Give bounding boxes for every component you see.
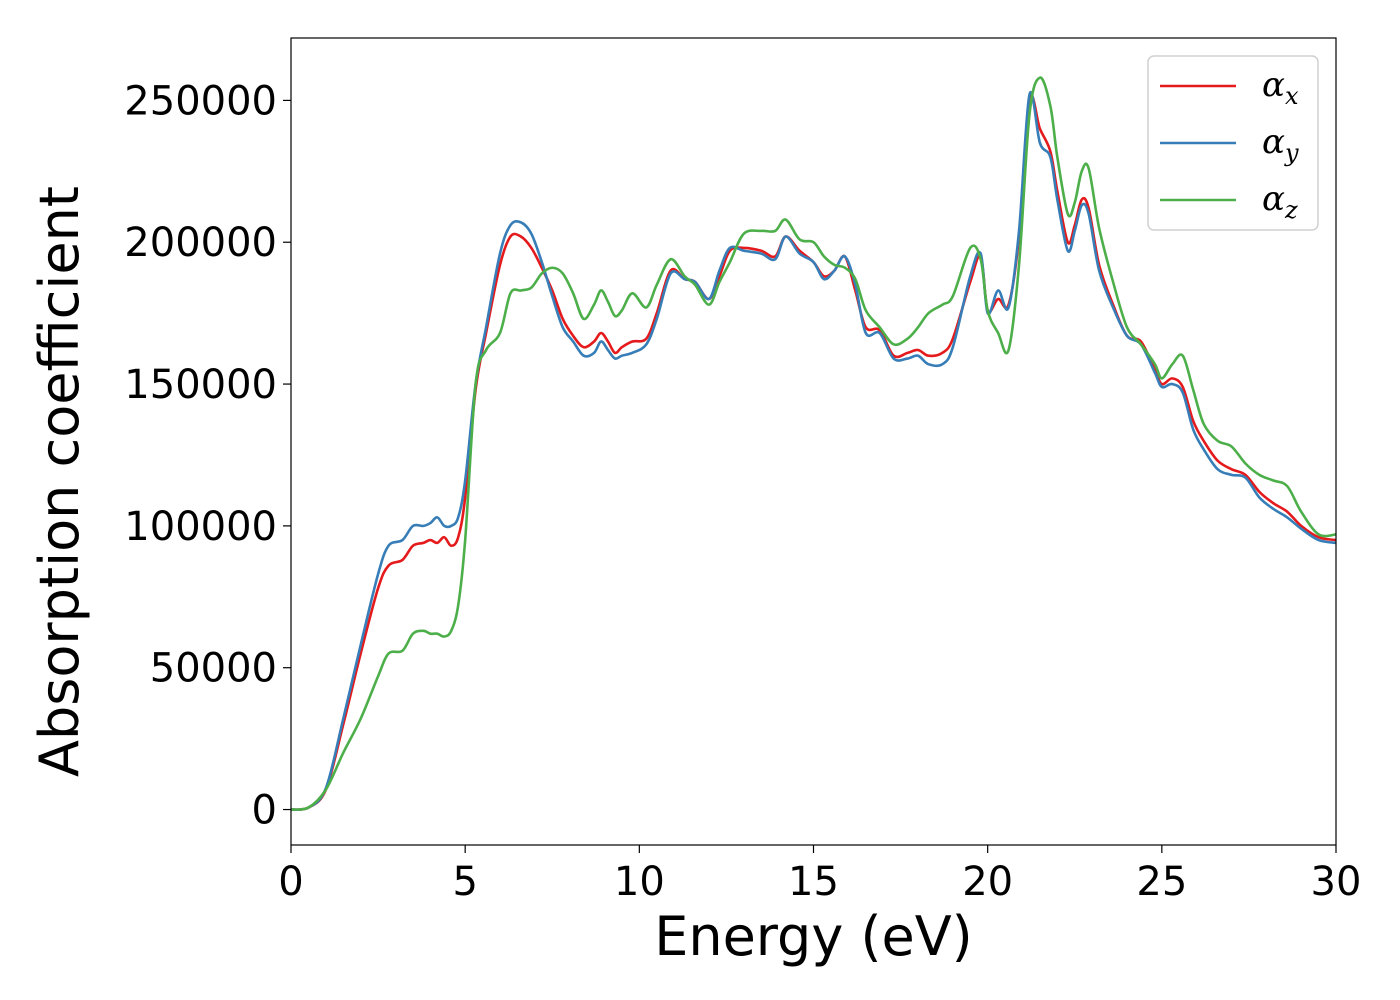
legend-label-x: αx	[1262, 65, 1299, 110]
y-tick-label: 200000	[124, 220, 277, 266]
x-tick-label: 20	[962, 859, 1013, 905]
legend: αx αy αz	[1147, 55, 1319, 231]
x-tick-label: 5	[452, 859, 477, 905]
y-tick-label: 150000	[124, 362, 277, 408]
y-tick-label: 100000	[124, 504, 277, 550]
x-tick-label: 10	[614, 859, 665, 905]
legend-label-y: αy	[1262, 122, 1299, 167]
y-tick-label: 50000	[150, 646, 277, 692]
legend-label-z: αz	[1262, 179, 1298, 224]
x-tick-label: 15	[788, 859, 839, 905]
x-axis-ticks: 0 5 10 15 20 25 30	[278, 845, 1361, 905]
x-tick-label: 0	[278, 859, 303, 905]
x-axis-title: Energy (eV)	[654, 905, 973, 968]
series-lines	[291, 76, 1336, 812]
y-tick-label: 0	[252, 788, 277, 834]
series-line-z	[291, 76, 1336, 811]
y-axis-ticks: 0 50000 100000 150000 200000 250000	[124, 78, 291, 834]
x-tick-label: 25	[1136, 859, 1187, 905]
x-tick-label: 30	[1311, 859, 1362, 905]
y-tick-label: 250000	[124, 78, 277, 124]
y-axis-title: Absorption coefficient	[28, 186, 91, 777]
